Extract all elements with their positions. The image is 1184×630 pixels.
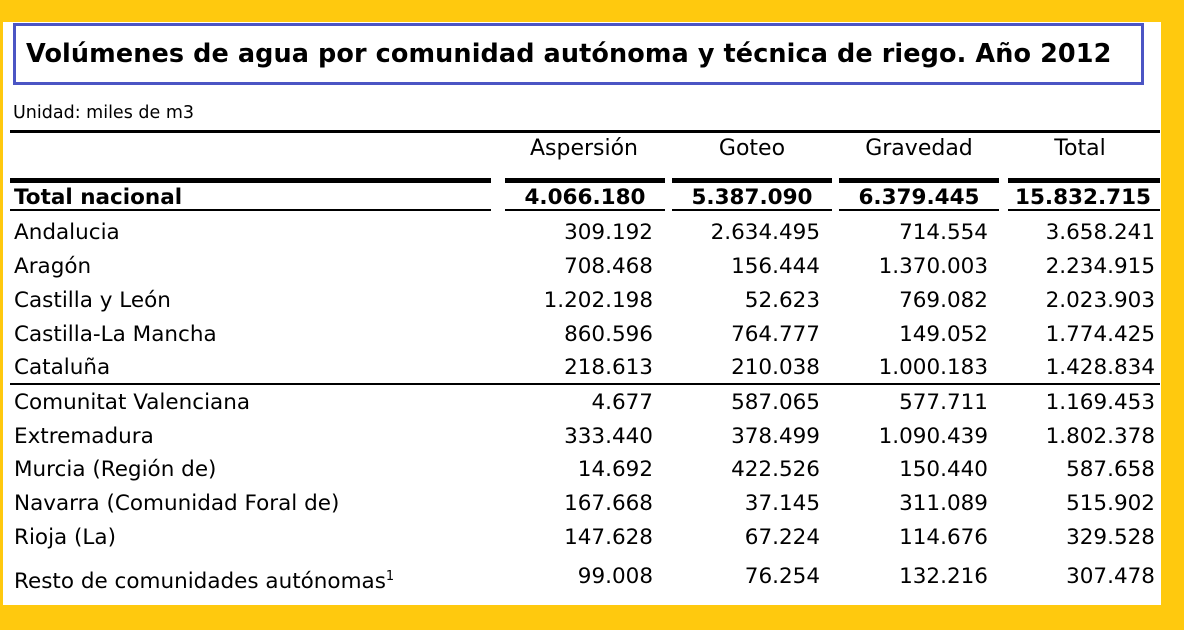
table-row: Comunitat Valenciana 4.677 587.065 577.7… [0, 386, 1160, 420]
table-row: Murcia (Región de) 14.692 422.526 150.44… [0, 453, 1160, 487]
divider [10, 178, 491, 183]
cell-value: 860.596 [564, 322, 653, 347]
cell-value: 577.711 [899, 390, 988, 415]
cell-value: 1.169.453 [1045, 390, 1155, 415]
divider [839, 178, 999, 183]
column-header-gravedad: Gravedad [865, 136, 973, 161]
cell-value: 714.554 [899, 220, 988, 245]
row-label: Total nacional [14, 185, 183, 210]
table-row: Andalucia 309.192 2.634.495 714.554 3.65… [0, 216, 1160, 250]
cell-value: 1.000.183 [878, 355, 988, 380]
cell-value: 3.658.241 [1045, 220, 1155, 245]
cell-value: 5.387.090 [691, 185, 813, 210]
cell-value: 2.234.915 [1045, 254, 1155, 279]
cell-value: 422.526 [731, 457, 820, 482]
table-sheet [3, 22, 1161, 605]
cell-value: 210.038 [731, 355, 820, 380]
cell-value: 52.623 [744, 288, 820, 313]
row-label: Comunitat Valenciana [14, 390, 251, 415]
cell-value: 1.428.834 [1045, 355, 1155, 380]
divider [1008, 178, 1160, 183]
cell-value: 515.902 [1066, 491, 1155, 516]
table-row-total: Total nacional 4.066.180 5.387.090 6.379… [0, 181, 1160, 215]
column-header-aspersion: Aspersión [529, 136, 639, 161]
cell-value: 99.008 [577, 564, 653, 589]
row-label: Cataluña [14, 355, 111, 380]
cell-value: 1.774.425 [1045, 322, 1155, 347]
page-title: Volúmenes de agua por comunidad autónoma… [26, 39, 1112, 69]
row-label: Resto de comunidades autónomas1 [14, 560, 394, 594]
cell-value: 329.528 [1066, 525, 1155, 550]
cell-value: 150.440 [899, 457, 988, 482]
cell-value: 132.216 [899, 564, 988, 589]
cell-value: 6.379.445 [858, 185, 980, 210]
cell-value: 167.668 [564, 491, 653, 516]
cell-value: 15.832.715 [1014, 185, 1151, 210]
divider [839, 209, 999, 211]
divider [672, 178, 832, 183]
cell-value: 587.065 [731, 390, 820, 415]
table-row: Cataluña 218.613 210.038 1.000.183 1.428… [0, 351, 1160, 385]
cell-value: 1.802.378 [1045, 424, 1155, 449]
row-label: Murcia (Región de) [14, 457, 217, 482]
cell-value: 311.089 [899, 491, 988, 516]
divider [505, 209, 665, 211]
cell-value: 156.444 [731, 254, 820, 279]
footnote-marker: 1 [385, 569, 395, 584]
cell-value: 4.677 [591, 390, 653, 415]
cell-value: 708.468 [564, 254, 653, 279]
cell-value: 1.202.198 [543, 288, 653, 313]
row-label: Rioja (La) [14, 525, 116, 550]
cell-value: 149.052 [899, 322, 988, 347]
cell-value: 378.499 [731, 424, 820, 449]
cell-value: 1.090.439 [878, 424, 988, 449]
column-header-goteo: Goteo [718, 136, 786, 161]
cell-value: 2.634.495 [710, 220, 820, 245]
table-row: Navarra (Comunidad Foral de) 167.668 37.… [0, 487, 1160, 521]
row-label: Navarra (Comunidad Foral de) [14, 491, 340, 516]
table-row: Extremadura 333.440 378.499 1.090.439 1.… [0, 420, 1160, 454]
row-label: Aragón [14, 254, 92, 279]
cell-value: 218.613 [564, 355, 653, 380]
divider [10, 209, 491, 211]
cell-value: 114.676 [899, 525, 988, 550]
cell-value: 764.777 [731, 322, 820, 347]
cell-value: 67.224 [744, 525, 820, 550]
cell-value: 587.658 [1066, 457, 1155, 482]
cell-value: 14.692 [577, 457, 653, 482]
cell-value: 76.254 [744, 564, 820, 589]
column-header-total: Total [1054, 136, 1106, 161]
cell-value: 37.145 [744, 491, 820, 516]
cell-value: 307.478 [1066, 564, 1155, 589]
divider [10, 383, 1160, 385]
cell-value: 2.023.903 [1045, 288, 1155, 313]
table-row: Resto de comunidades autónomas1 99.008 7… [0, 560, 1160, 594]
divider [505, 178, 665, 183]
table-row: Castilla-La Mancha 860.596 764.777 149.0… [0, 318, 1160, 352]
cell-value: 769.082 [899, 288, 988, 313]
cell-value: 1.370.003 [878, 254, 988, 279]
row-label-text: Resto de comunidades autónomas [14, 569, 386, 595]
unit-label: Unidad: miles de m3 [13, 103, 194, 123]
row-label: Extremadura [14, 424, 154, 449]
cell-value: 309.192 [564, 220, 653, 245]
table-row: Castilla y León 1.202.198 52.623 769.082… [0, 284, 1160, 318]
row-label: Castilla y León [14, 288, 171, 313]
divider [672, 209, 832, 211]
cell-value: 4.066.180 [524, 185, 646, 210]
table-row: Aragón 708.468 156.444 1.370.003 2.234.9… [0, 250, 1160, 284]
title-box: Volúmenes de agua por comunidad autónoma… [13, 23, 1144, 85]
row-label: Andalucia [14, 220, 120, 245]
row-label: Castilla-La Mancha [14, 322, 217, 347]
divider [10, 130, 1160, 133]
cell-value: 333.440 [564, 424, 653, 449]
divider [1008, 209, 1160, 211]
table-row: Rioja (La) 147.628 67.224 114.676 329.52… [0, 521, 1160, 555]
cell-value: 147.628 [564, 525, 653, 550]
